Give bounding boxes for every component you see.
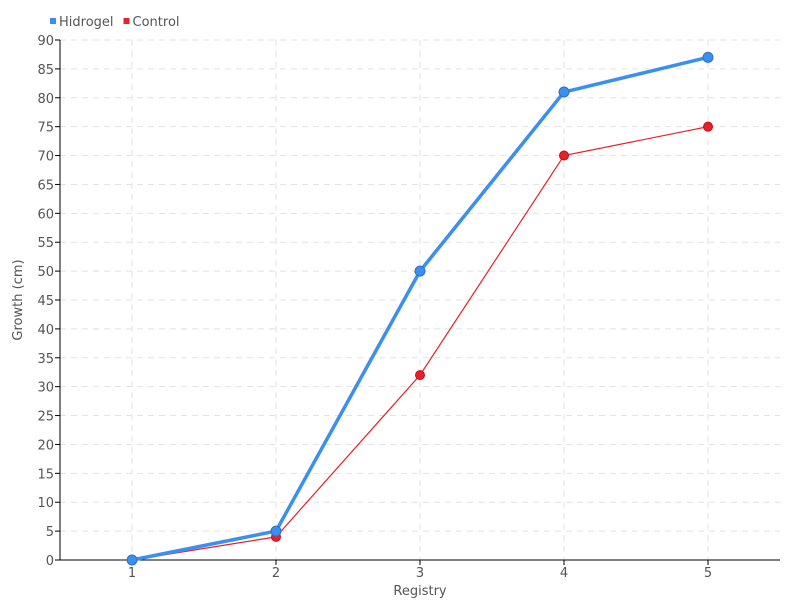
data-point-control: [415, 370, 425, 381]
data-point-control: [703, 121, 713, 132]
x-tick-label: 2: [272, 566, 280, 581]
y-tick-label: 85: [37, 63, 54, 78]
legend-swatch-control: [123, 18, 130, 24]
y-tick-label: 90: [37, 34, 54, 49]
legend: Hidrogel Control: [50, 15, 180, 30]
y-tick-label: 40: [37, 323, 54, 338]
x-tick-label: 4: [560, 566, 568, 581]
y-tick-label: 30: [37, 381, 54, 396]
data-point-hidrogel: [126, 554, 138, 566]
y-tick-label: 80: [37, 92, 54, 107]
x-tick-label: 3: [416, 566, 424, 581]
y-tick-label: 15: [37, 467, 54, 482]
grid: [60, 39, 780, 560]
y-tick-label: 50: [37, 265, 54, 280]
series-group: [126, 51, 714, 566]
x-axis-label: Registry: [393, 584, 447, 599]
y-tick-label: 10: [37, 496, 54, 511]
data-point-hidrogel: [414, 265, 426, 277]
data-point-hidrogel: [558, 86, 570, 98]
y-tick-label: 25: [37, 410, 54, 425]
legend-label-control: Control: [133, 15, 180, 30]
data-point-hidrogel: [702, 51, 714, 63]
y-tick-label: 0: [46, 554, 54, 569]
y-tick-label: 45: [37, 294, 54, 309]
y-tick-label: 55: [37, 236, 54, 251]
x-tick-label: 5: [704, 566, 712, 581]
data-point-hidrogel: [270, 525, 282, 537]
legend-label-hidrogel: Hidrogel: [59, 15, 114, 30]
y-tick-label: 35: [37, 352, 54, 367]
y-tick-label: 75: [37, 121, 54, 136]
y-tick-label: 60: [37, 207, 54, 222]
y-tick-label: 70: [37, 150, 54, 165]
y-axis-label: Growth (cm): [11, 259, 26, 340]
y-tick-label: 20: [37, 438, 54, 453]
legend-swatch-hidrogel: [50, 18, 56, 24]
y-tick-label: 5: [46, 525, 54, 540]
y-tick-label: 65: [37, 178, 54, 193]
data-point-control: [559, 150, 569, 161]
x-tick-label: 1: [128, 566, 136, 581]
